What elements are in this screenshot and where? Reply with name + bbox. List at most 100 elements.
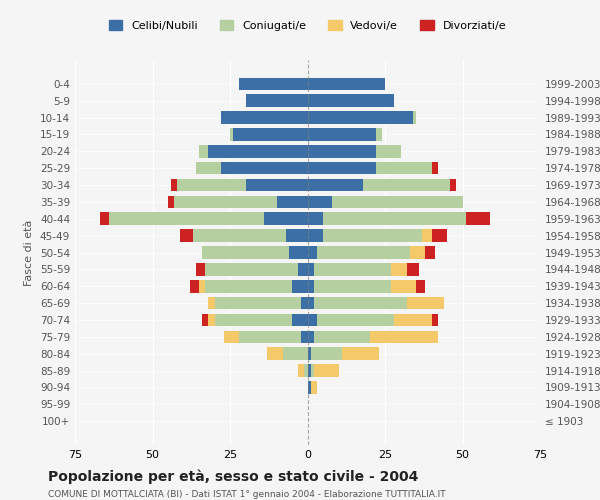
- Bar: [208, 314, 215, 326]
- Bar: [323, 212, 466, 225]
- Bar: [245, 94, 308, 107]
- Bar: [221, 162, 308, 174]
- Bar: [168, 196, 174, 208]
- Bar: [298, 364, 304, 377]
- Bar: [301, 330, 308, 343]
- Bar: [308, 381, 311, 394]
- Bar: [308, 111, 413, 124]
- Bar: [289, 246, 308, 259]
- Bar: [267, 348, 283, 360]
- Bar: [323, 230, 422, 242]
- Bar: [413, 111, 416, 124]
- Bar: [199, 280, 205, 292]
- Bar: [224, 330, 239, 343]
- Bar: [314, 263, 391, 276]
- Bar: [308, 212, 323, 225]
- Bar: [314, 330, 370, 343]
- Bar: [308, 263, 314, 276]
- Bar: [308, 94, 394, 107]
- Bar: [233, 128, 308, 141]
- Bar: [308, 162, 376, 174]
- Bar: [308, 297, 314, 310]
- Bar: [193, 230, 286, 242]
- Bar: [308, 145, 376, 158]
- Bar: [239, 78, 308, 90]
- Bar: [283, 348, 308, 360]
- Bar: [311, 348, 341, 360]
- Bar: [407, 297, 444, 310]
- Bar: [314, 280, 391, 292]
- Bar: [109, 212, 264, 225]
- Bar: [431, 230, 447, 242]
- Bar: [199, 145, 208, 158]
- Bar: [196, 263, 205, 276]
- Y-axis label: Fasce di età: Fasce di età: [25, 220, 34, 286]
- Bar: [208, 297, 215, 310]
- Bar: [181, 230, 193, 242]
- Bar: [196, 162, 221, 174]
- Bar: [308, 314, 317, 326]
- Bar: [332, 196, 463, 208]
- Bar: [215, 314, 292, 326]
- Bar: [376, 162, 431, 174]
- Bar: [308, 246, 317, 259]
- Bar: [304, 364, 308, 377]
- Bar: [317, 314, 394, 326]
- Legend: Celibi/Nubili, Coniugati/e, Vedovi/e, Divorziati/e: Celibi/Nubili, Coniugati/e, Vedovi/e, Di…: [104, 16, 511, 35]
- Bar: [416, 280, 425, 292]
- Bar: [215, 297, 301, 310]
- Bar: [314, 297, 407, 310]
- Bar: [171, 178, 178, 192]
- Bar: [364, 178, 450, 192]
- Bar: [292, 314, 308, 326]
- Bar: [391, 263, 407, 276]
- Bar: [466, 212, 490, 225]
- Bar: [205, 280, 292, 292]
- Bar: [311, 381, 317, 394]
- Bar: [308, 230, 323, 242]
- Bar: [292, 280, 308, 292]
- Bar: [317, 246, 410, 259]
- Bar: [308, 196, 332, 208]
- Bar: [174, 196, 277, 208]
- Bar: [394, 314, 431, 326]
- Bar: [221, 111, 308, 124]
- Bar: [370, 330, 438, 343]
- Bar: [308, 330, 314, 343]
- Bar: [376, 128, 382, 141]
- Text: COMUNE DI MOTTALCIATA (BI) - Dati ISTAT 1° gennaio 2004 - Elaborazione TUTTITALI: COMUNE DI MOTTALCIATA (BI) - Dati ISTAT …: [48, 490, 446, 499]
- Bar: [100, 212, 109, 225]
- Bar: [422, 230, 431, 242]
- Bar: [286, 230, 308, 242]
- Bar: [245, 178, 308, 192]
- Bar: [314, 364, 338, 377]
- Bar: [301, 297, 308, 310]
- Bar: [205, 263, 298, 276]
- Bar: [190, 280, 199, 292]
- Bar: [308, 348, 311, 360]
- Bar: [298, 263, 308, 276]
- Bar: [308, 78, 385, 90]
- Bar: [202, 246, 289, 259]
- Bar: [264, 212, 308, 225]
- Bar: [308, 280, 314, 292]
- Bar: [391, 280, 416, 292]
- Bar: [431, 314, 438, 326]
- Bar: [308, 364, 311, 377]
- Bar: [407, 263, 419, 276]
- Bar: [376, 145, 401, 158]
- Bar: [450, 178, 457, 192]
- Bar: [410, 246, 425, 259]
- Bar: [425, 246, 434, 259]
- Bar: [341, 348, 379, 360]
- Text: Popolazione per età, sesso e stato civile - 2004: Popolazione per età, sesso e stato civil…: [48, 470, 418, 484]
- Bar: [431, 162, 438, 174]
- Bar: [239, 330, 301, 343]
- Bar: [277, 196, 308, 208]
- Bar: [308, 128, 376, 141]
- Bar: [208, 145, 308, 158]
- Bar: [308, 178, 364, 192]
- Bar: [202, 314, 208, 326]
- Bar: [230, 128, 233, 141]
- Bar: [178, 178, 245, 192]
